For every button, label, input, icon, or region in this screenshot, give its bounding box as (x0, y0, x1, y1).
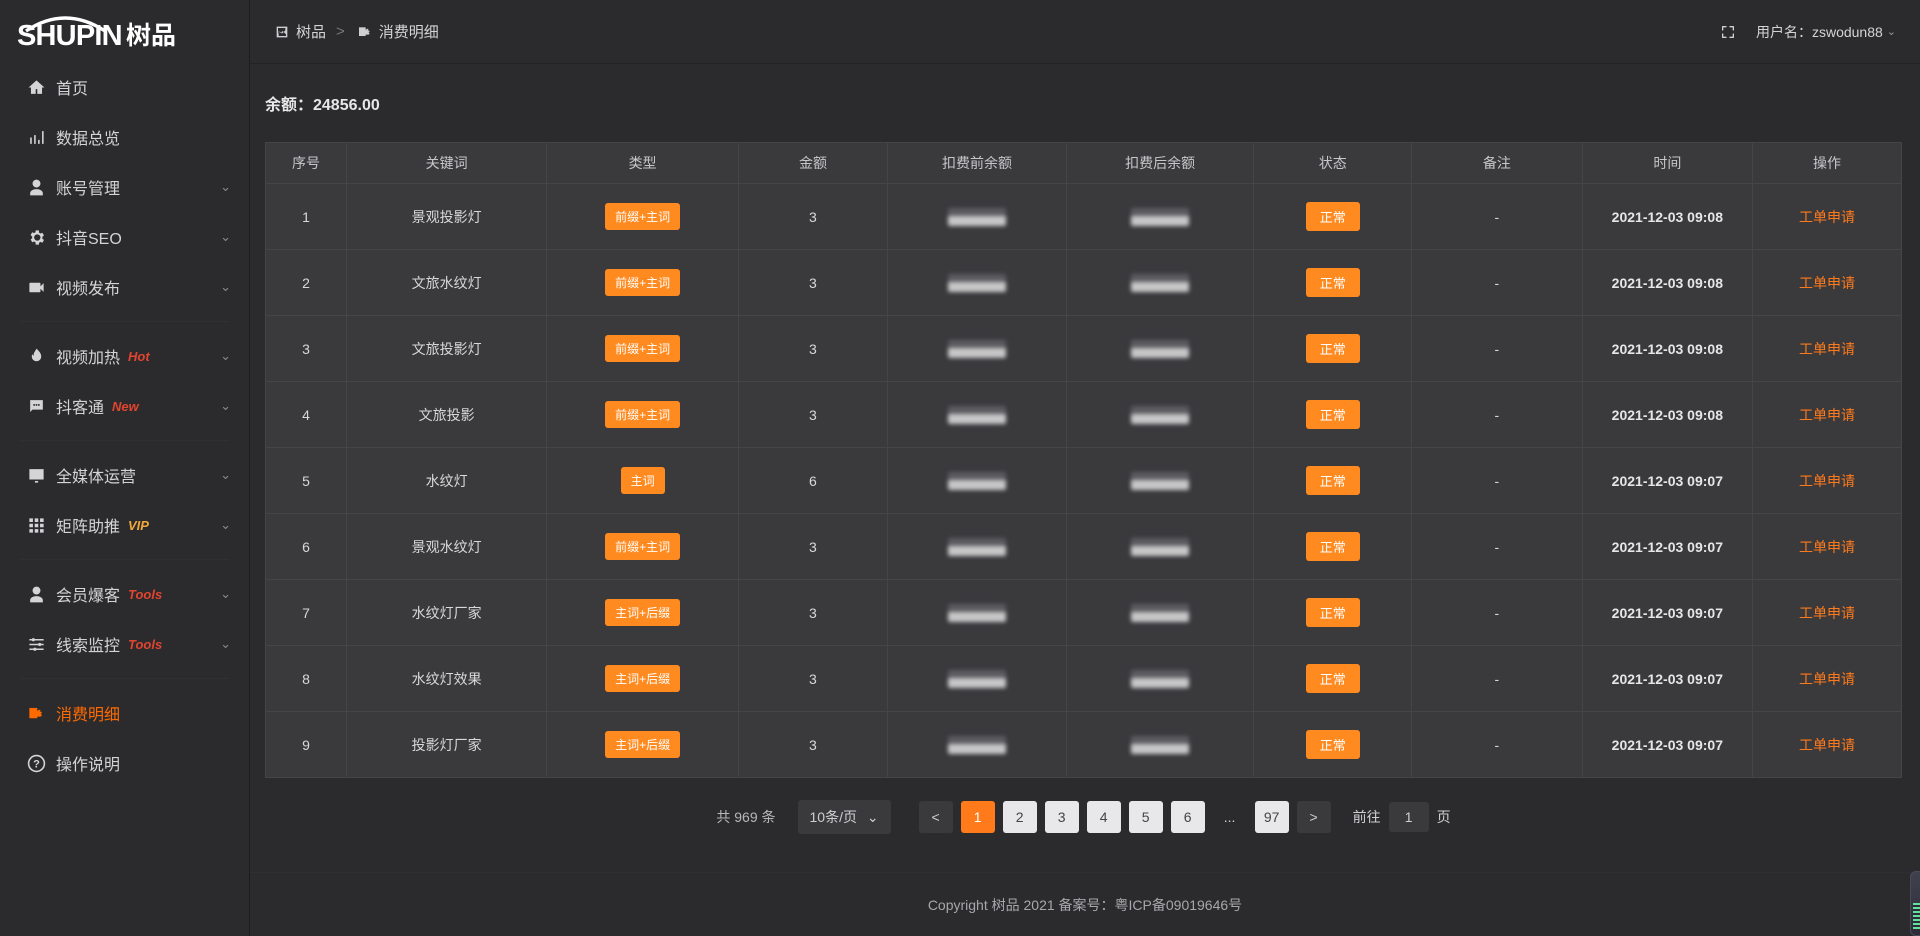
svg-text:?: ? (33, 758, 40, 770)
svg-text:树品: 树品 (126, 16, 176, 50)
svg-text:SHUPIN: SHUPIN (18, 20, 122, 50)
